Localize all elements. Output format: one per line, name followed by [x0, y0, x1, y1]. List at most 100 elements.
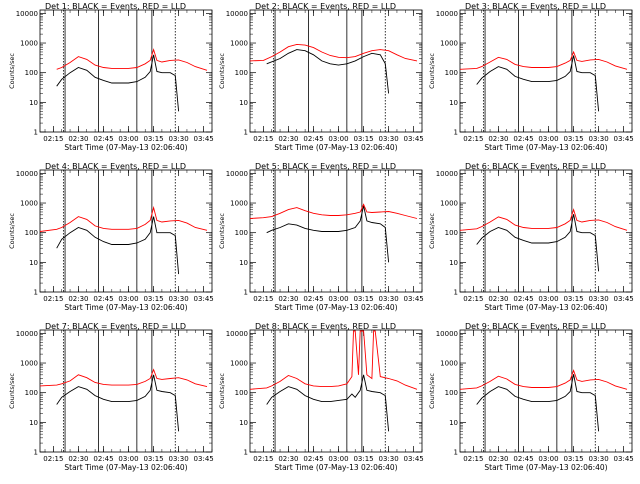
events-series-line — [56, 216, 180, 275]
panel-title: Det 5: BLACK = Events, RED = LLD — [255, 162, 396, 171]
y-tick-label: 10 — [29, 99, 38, 107]
x-axis-label: Start Time (07-May-13 02:06:40) — [484, 143, 607, 152]
x-tick-label: 03:45 — [404, 135, 424, 143]
y-tick-label: 100 — [25, 69, 38, 77]
events-series-line — [56, 54, 180, 112]
panel-title: Det 3: BLACK = Events, RED = LLD — [465, 2, 606, 11]
x-tick-label: 03:15 — [143, 135, 163, 143]
y-tick-label: 10000 — [16, 10, 38, 18]
x-tick-label: 03:15 — [143, 455, 163, 463]
y-axis-label: Counts/sec — [8, 53, 16, 89]
y-tick-label: 10 — [449, 259, 458, 267]
lld-series-line — [39, 205, 208, 232]
y-tick-label: 100 — [235, 69, 248, 77]
plot-frame — [249, 169, 423, 293]
x-axis-label: Start Time (07-May-13 02:06:40) — [484, 463, 607, 472]
plot-frame — [249, 329, 423, 453]
x-axis-label: Start Time (07-May-13 02:06:40) — [64, 143, 187, 152]
x-tick-label: 03:00 — [118, 135, 138, 143]
y-tick-label: 10 — [29, 419, 38, 427]
detector-panel-5: Det 5: BLACK = Events, RED = LLD 1 10 100 10… — [218, 162, 424, 312]
x-tick-label: 02:30 — [68, 455, 88, 463]
y-tick-label: 1000 — [230, 40, 248, 48]
y-axis-label: Counts/sec — [8, 213, 16, 249]
x-tick-label: 03:00 — [328, 295, 348, 303]
y-axis-label: Counts/sec — [218, 53, 226, 89]
x-tick-label: 02:15 — [463, 295, 483, 303]
x-tick-label: 03:00 — [118, 455, 138, 463]
y-axis-label: Counts/sec — [428, 373, 436, 409]
y-tick-label: 1000 — [440, 360, 458, 368]
x-tick-label: 02:15 — [43, 455, 63, 463]
events-series-line — [476, 55, 600, 112]
x-axis-label: Start Time (07-May-13 02:06:40) — [274, 463, 397, 472]
detector-panel-2: Det 2: BLACK = Events, RED = LLD 1 10 100 10… — [218, 2, 424, 152]
y-tick-label: 10 — [29, 259, 38, 267]
y-tick-label: 10000 — [436, 170, 458, 178]
x-tick-label: 02:30 — [68, 295, 88, 303]
x-tick-label: 03:45 — [194, 135, 214, 143]
x-tick-label: 02:30 — [488, 135, 508, 143]
panel-title: Det 4: BLACK = Events, RED = LLD — [45, 162, 186, 171]
x-tick-label: 03:00 — [118, 295, 138, 303]
y-tick-label: 10 — [239, 259, 248, 267]
lld-series-line — [39, 368, 208, 388]
panel-title: Det 2: BLACK = Events, RED = LLD — [255, 2, 396, 11]
y-tick-label: 10 — [449, 99, 458, 107]
x-axis-label: Start Time (07-May-13 02:06:40) — [484, 303, 607, 312]
x-tick-label: 03:15 — [353, 455, 373, 463]
y-tick-label: 1 — [244, 129, 248, 137]
x-tick-label: 02:30 — [488, 295, 508, 303]
y-tick-label: 10000 — [436, 10, 458, 18]
x-tick-label: 03:30 — [169, 295, 189, 303]
y-tick-label: 1000 — [20, 200, 38, 208]
detector-panel-7: Det 7: BLACK = Events, RED = LLD 1 10 100 10… — [8, 322, 214, 472]
x-tick-label: 03:15 — [353, 295, 373, 303]
y-tick-label: 1 — [244, 289, 248, 297]
x-tick-label: 02:45 — [513, 135, 533, 143]
y-tick-label: 100 — [235, 229, 248, 237]
plot-frame — [459, 169, 633, 293]
y-tick-label: 10 — [449, 419, 458, 427]
plot-frame — [39, 9, 213, 133]
y-tick-label: 1000 — [20, 40, 38, 48]
x-tick-label: 02:15 — [463, 455, 483, 463]
y-axis-label: Counts/sec — [218, 213, 226, 249]
plot-frame — [39, 169, 213, 293]
y-axis-label: Counts/sec — [8, 373, 16, 409]
x-tick-label: 02:45 — [93, 455, 113, 463]
plot-frame — [39, 329, 213, 453]
panel-title: Det 6: BLACK = Events, RED = LLD — [465, 162, 606, 171]
x-tick-label: 03:45 — [194, 455, 214, 463]
events-series-line — [266, 49, 390, 94]
y-tick-label: 10000 — [226, 170, 248, 178]
x-tick-label: 03:30 — [589, 295, 609, 303]
x-tick-label: 02:45 — [93, 295, 113, 303]
x-tick-label: 02:15 — [43, 295, 63, 303]
x-tick-label: 02:15 — [253, 295, 273, 303]
plot-frame — [249, 9, 423, 133]
lld-series-line — [249, 203, 418, 219]
x-tick-label: 03:30 — [379, 295, 399, 303]
y-tick-label: 10000 — [226, 330, 248, 338]
y-axis-label: Counts/sec — [428, 53, 436, 89]
x-axis-label: Start Time (07-May-13 02:06:40) — [274, 303, 397, 312]
y-tick-label: 10 — [239, 99, 248, 107]
detector-panel-8: Det 8: BLACK = Events, RED = LLD 1 10 100 10… — [218, 322, 424, 472]
x-tick-label: 02:15 — [43, 135, 63, 143]
y-tick-label: 100 — [235, 389, 248, 397]
x-tick-label: 03:45 — [404, 455, 424, 463]
detector-panel-3: Det 3: BLACK = Events, RED = LLD 1 10 100 10… — [428, 2, 634, 152]
y-tick-label: 1 — [454, 129, 458, 137]
y-tick-label: 1000 — [230, 200, 248, 208]
x-axis-label: Start Time (07-May-13 02:06:40) — [64, 303, 187, 312]
x-tick-label: 03:45 — [404, 295, 424, 303]
events-series-line — [266, 374, 390, 432]
lld-series-line — [459, 208, 628, 231]
x-tick-label: 02:45 — [513, 455, 533, 463]
y-tick-label: 1 — [244, 449, 248, 457]
x-tick-label: 02:15 — [253, 455, 273, 463]
y-tick-label: 10 — [239, 419, 248, 427]
y-tick-label: 1 — [34, 449, 38, 457]
